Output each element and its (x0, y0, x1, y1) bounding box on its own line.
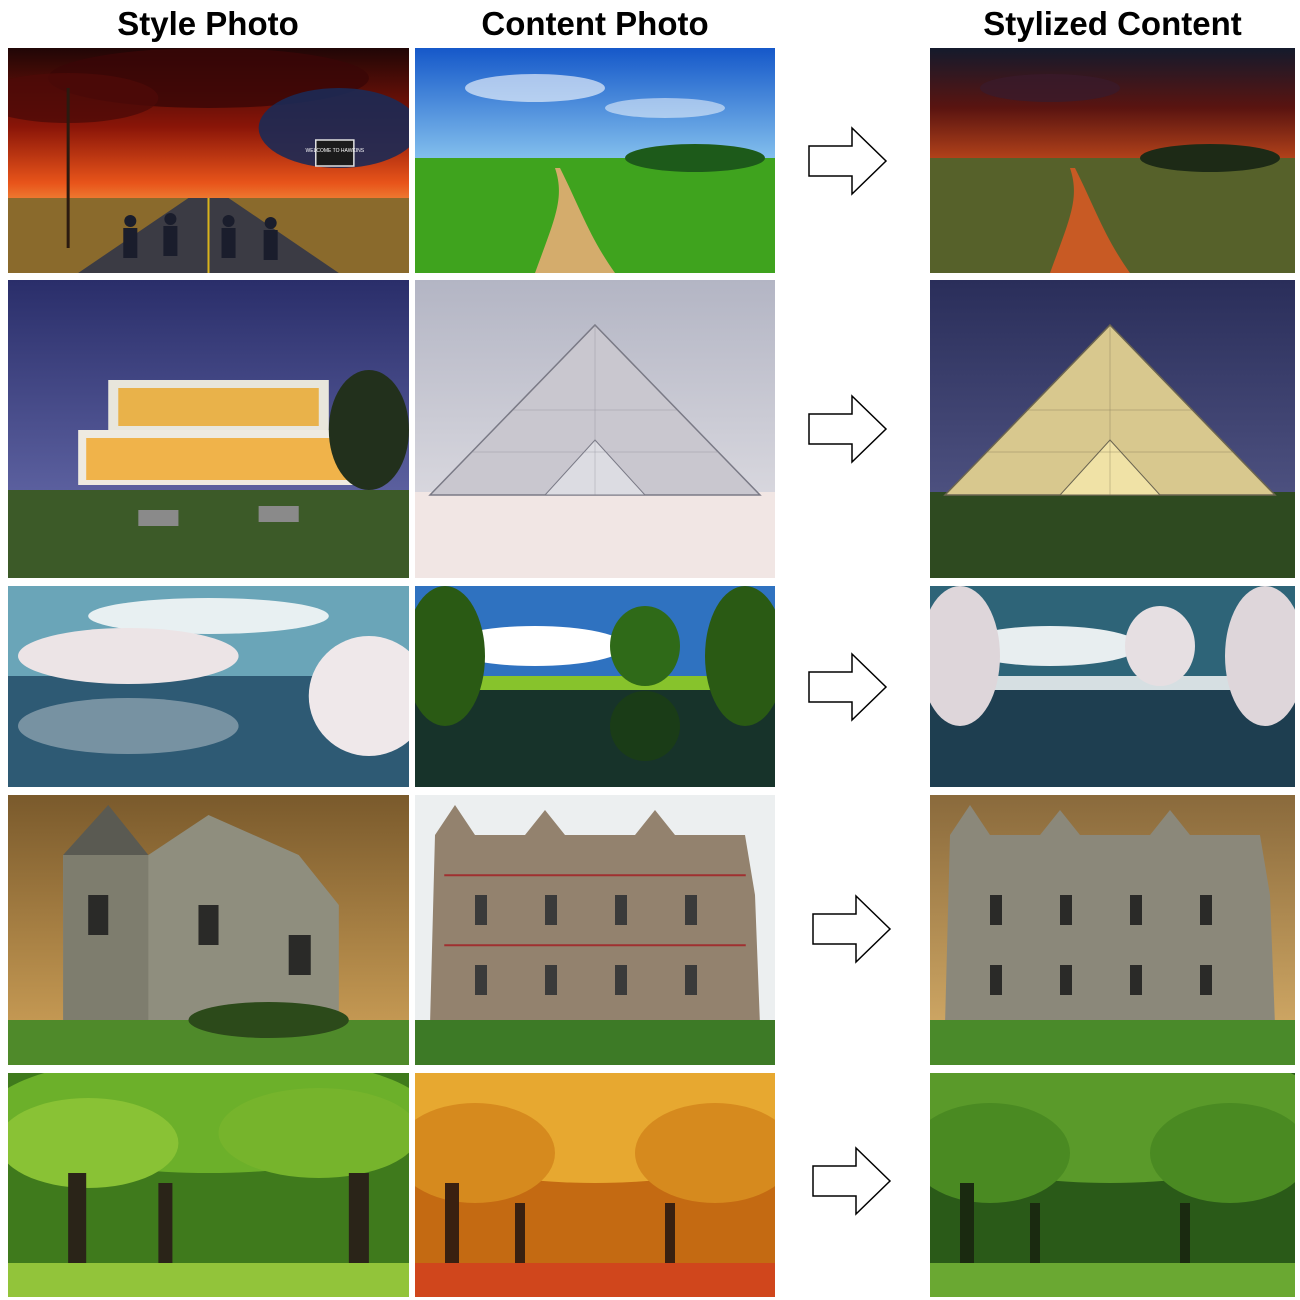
row4-stylized-photo (930, 795, 1295, 1065)
row4-arrow-icon (812, 894, 892, 964)
row3-stylized-photo (930, 586, 1295, 787)
row4-style-photo (8, 795, 409, 1065)
hawkins-sign-text: WELCOME TO HAWKINS (306, 148, 365, 154)
hawkins-sign (315, 139, 355, 167)
row2-content-photo (415, 280, 775, 578)
row2-style-photo (8, 280, 409, 578)
row3-style-photo (8, 586, 409, 787)
row1-stylized-photo (930, 48, 1295, 273)
content-photo-header: Content Photo (481, 5, 709, 42)
style-photo-header: Style Photo (117, 5, 299, 42)
row3-arrow-icon (808, 652, 888, 722)
row1-style-photo: WELCOME TO HAWKINS (8, 48, 409, 273)
row1-arrow-icon (808, 126, 888, 196)
row4-content-photo (415, 795, 775, 1065)
row2-arrow-icon (808, 394, 888, 464)
row5-style-photo (8, 1073, 409, 1297)
row1-content-photo (415, 48, 775, 273)
row2-stylized-photo (930, 280, 1295, 578)
row5-content-photo (415, 1073, 775, 1297)
row3-content-photo (415, 586, 775, 787)
row5-stylized-photo (930, 1073, 1295, 1297)
row5-arrow-icon (812, 1146, 892, 1216)
stylized-content-header: Stylized Content (983, 5, 1242, 42)
